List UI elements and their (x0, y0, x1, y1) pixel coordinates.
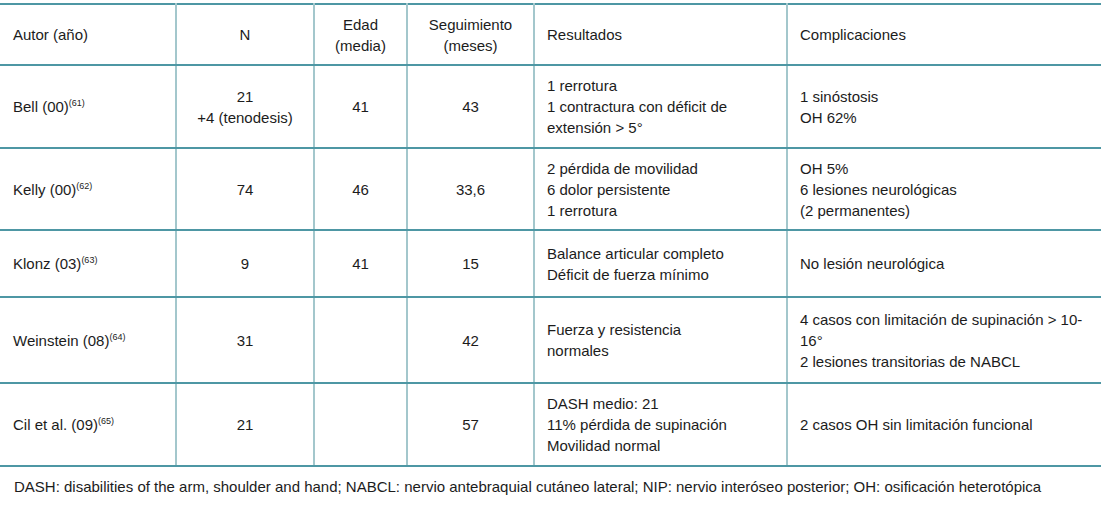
cell-edad (314, 383, 407, 466)
header-edad-line1: Edad (319, 14, 402, 35)
header-seguimiento-line1: Seguimiento (412, 14, 529, 35)
cell-edad (314, 297, 407, 383)
author-name: Cil et al. (09) (13, 416, 98, 433)
reference-superscript: (62) (76, 181, 92, 191)
cell-autor: Kelly (00)(62) (0, 148, 176, 230)
table-row-weinstein: Weinstein (08)(64) 31 42 Fuerza y resist… (0, 297, 1101, 383)
cell-seguimiento: 43 (407, 65, 534, 148)
cell-resultados: 1 rerrotura 1 contractura con déficit de… (534, 65, 787, 148)
cell-edad: 41 (314, 230, 407, 297)
author-name: Bell (00) (13, 98, 69, 115)
cell-seguimiento: 33,6 (407, 148, 534, 230)
table-row-kelly: Kelly (00)(62) 74 46 33,6 2 pérdida de m… (0, 148, 1101, 230)
cell-n: 74 (176, 148, 314, 230)
table-row-cil: Cil et al. (09)(65) 21 57 DASH medio: 21… (0, 383, 1101, 466)
cell-n: 21 (176, 383, 314, 466)
cell-seguimiento: 15 (407, 230, 534, 297)
cell-autor: Klonz (03)(63) (0, 230, 176, 297)
table-row-klonz: Klonz (03)(63) 9 41 15 Balance articular… (0, 230, 1101, 297)
header-autor: Autor (año) (0, 4, 176, 65)
header-edad: Edad (media) (314, 4, 407, 65)
header-complicaciones: Complicaciones (787, 4, 1101, 65)
header-edad-line2: (media) (319, 35, 402, 56)
header-n: N (176, 4, 314, 65)
cell-resultados: Fuerza y resistencia normales (534, 297, 787, 383)
cell-complicaciones: No lesión neurológica (787, 230, 1101, 297)
cell-resultados: 2 pérdida de movilidad 6 dolor persisten… (534, 148, 787, 230)
cell-complicaciones: 1 sinóstosis OH 62% (787, 65, 1101, 148)
cell-complicaciones: 2 casos OH sin limitación funcional (787, 383, 1101, 466)
abbreviations-footnote: DASH: disabilities of the arm, shoulder … (0, 467, 1101, 516)
cell-n: 21 +4 (tenodesis) (176, 65, 314, 148)
cell-edad: 46 (314, 148, 407, 230)
cell-edad: 41 (314, 65, 407, 148)
cell-seguimiento: 42 (407, 297, 534, 383)
studies-table-container: Autor (año) N Edad (media) Seguimiento (… (0, 0, 1101, 516)
cell-n: 9 (176, 230, 314, 297)
cell-complicaciones: OH 5% 6 lesiones neurológicas (2 permane… (787, 148, 1101, 230)
header-row: Autor (año) N Edad (media) Seguimiento (… (0, 4, 1101, 65)
author-name: Klonz (03) (13, 255, 81, 272)
reference-superscript: (63) (81, 255, 97, 265)
cell-autor: Weinstein (08)(64) (0, 297, 176, 383)
cell-resultados: DASH medio: 21 11% pérdida de supinación… (534, 383, 787, 466)
reference-superscript: (64) (109, 332, 125, 342)
cell-resultados: Balance articular completo Déficit de fu… (534, 230, 787, 297)
studies-table: Autor (año) N Edad (media) Seguimiento (… (0, 3, 1101, 467)
author-name: Weinstein (08) (13, 332, 109, 349)
cell-complicaciones: 4 casos con limitación de supinación > 1… (787, 297, 1101, 383)
cell-autor: Cil et al. (09)(65) (0, 383, 176, 466)
author-name: Kelly (00) (13, 181, 76, 198)
reference-superscript: (65) (98, 416, 114, 426)
table-row-bell: Bell (00)(61) 21 +4 (tenodesis) 41 43 1 … (0, 65, 1101, 148)
reference-superscript: (61) (69, 98, 85, 108)
cell-seguimiento: 57 (407, 383, 534, 466)
header-seguimiento: Seguimiento (meses) (407, 4, 534, 65)
cell-autor: Bell (00)(61) (0, 65, 176, 148)
header-seguimiento-line2: (meses) (412, 35, 529, 56)
header-resultados: Resultados (534, 4, 787, 65)
cell-n: 31 (176, 297, 314, 383)
